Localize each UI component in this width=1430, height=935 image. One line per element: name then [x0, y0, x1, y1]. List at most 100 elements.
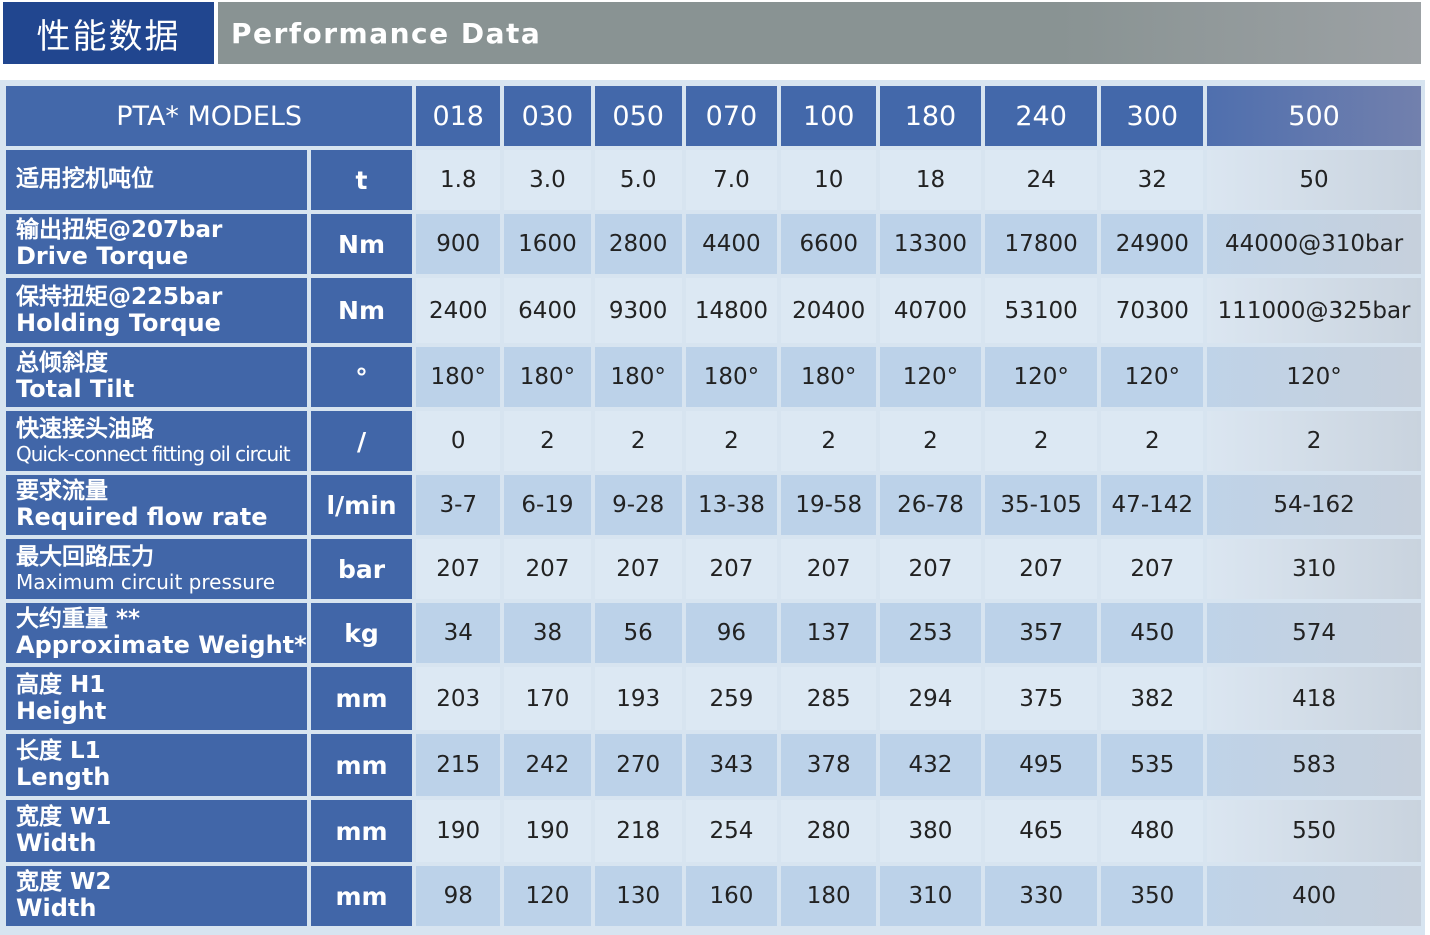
- value-cell: 215: [416, 734, 501, 796]
- value-cell: 310: [880, 866, 981, 926]
- value-cell: 2: [781, 411, 877, 471]
- row-label-cn: 宽度 W2: [16, 869, 112, 896]
- model-header-030: 030: [504, 86, 591, 146]
- value-cell: 2: [1207, 411, 1421, 471]
- row-label: 输出扭矩@207bar Drive Torque: [6, 214, 307, 274]
- row-label-cn: 要求流量: [16, 478, 108, 505]
- value-cell: 180: [781, 866, 877, 926]
- value-cell: 343: [685, 734, 778, 796]
- value-cell: 2: [685, 411, 778, 471]
- table-row: 保持扭矩@225bar Holding Torque Nm 2400 6400 9300 1…: [6, 278, 1421, 343]
- value-cell: 180°: [685, 347, 778, 407]
- value-cell: 180°: [504, 347, 591, 407]
- performance-table-container: PTA* MODELS 018 030 050 070 100 180 240 300 500 …: [0, 80, 1425, 935]
- value-cell: 13-38: [685, 475, 778, 535]
- value-cell: 6400: [504, 278, 591, 343]
- value-cell: 35-105: [984, 475, 1098, 535]
- value-cell: 2: [1101, 411, 1204, 471]
- value-cell: 120°: [984, 347, 1098, 407]
- value-cell: 207: [1101, 539, 1204, 599]
- row-unit: mm: [310, 734, 413, 796]
- value-cell: 54-162: [1207, 475, 1421, 535]
- value-cell: 32: [1101, 150, 1204, 210]
- row-label: 要求流量 Required flow rate: [6, 475, 307, 535]
- row-unit: Nm: [310, 278, 413, 343]
- value-cell: 10: [781, 150, 877, 210]
- row-unit: bar: [310, 539, 413, 599]
- row-label: 总倾斜度 Total Tilt: [6, 347, 307, 407]
- value-cell: 357: [984, 603, 1098, 663]
- row-label-cn: 最大回路压力: [16, 544, 154, 571]
- value-cell: 535: [1101, 734, 1204, 796]
- value-cell: 259: [685, 667, 778, 730]
- value-cell: 1600: [504, 214, 591, 274]
- value-cell: 380: [880, 800, 981, 862]
- value-cell: 17800: [984, 214, 1098, 274]
- value-cell: 218: [594, 800, 682, 862]
- value-cell: 6600: [781, 214, 877, 274]
- value-cell: 13300: [880, 214, 981, 274]
- table-row: 大约重量 ** Approximate Weight* kg 34 38 56 96 137 2…: [6, 603, 1421, 663]
- value-cell: 400: [1207, 866, 1421, 926]
- row-unit: /: [310, 411, 413, 471]
- row-label-en: Approximate Weight*: [16, 631, 307, 660]
- model-header-018: 018: [416, 86, 501, 146]
- row-label: 保持扭矩@225bar Holding Torque: [6, 278, 307, 343]
- value-cell: 1.8: [416, 150, 501, 210]
- value-cell: 120: [504, 866, 591, 926]
- model-header-240: 240: [984, 86, 1098, 146]
- value-cell: 2: [880, 411, 981, 471]
- value-cell: 350: [1101, 866, 1204, 926]
- value-cell: 207: [416, 539, 501, 599]
- row-unit: mm: [310, 800, 413, 862]
- value-cell: 96: [685, 603, 778, 663]
- row-label-cn: 保持扭矩@225bar: [16, 283, 223, 310]
- value-cell: 18: [880, 150, 981, 210]
- row-label-cn: 总倾斜度: [16, 350, 108, 377]
- value-cell: 24900: [1101, 214, 1204, 274]
- value-cell: 120°: [1207, 347, 1421, 407]
- value-cell: 2: [594, 411, 682, 471]
- performance-table: PTA* MODELS 018 030 050 070 100 180 240 300 500 …: [2, 82, 1425, 930]
- value-cell: 47-142: [1101, 475, 1204, 535]
- value-cell: 24: [984, 150, 1098, 210]
- value-cell: 0: [416, 411, 501, 471]
- value-cell: 70300: [1101, 278, 1204, 343]
- value-cell: 2800: [594, 214, 682, 274]
- value-cell: 4400: [685, 214, 778, 274]
- table-row: 总倾斜度 Total Tilt ° 180° 180° 180° 180° 180° 120° 1…: [6, 347, 1421, 407]
- value-cell: 253: [880, 603, 981, 663]
- row-label-en: Length: [16, 763, 111, 792]
- value-cell: 550: [1207, 800, 1421, 862]
- value-cell: 418: [1207, 667, 1421, 730]
- value-cell: 14800: [685, 278, 778, 343]
- value-cell: 19-58: [781, 475, 877, 535]
- value-cell: 254: [685, 800, 778, 862]
- value-cell: 280: [781, 800, 877, 862]
- table-row: 宽度 W2 Width mm 98 120 130 160 180 310 330 350 400: [6, 866, 1421, 926]
- table-row: 要求流量 Required flow rate l/min 3-7 6-19 9-28 13…: [6, 475, 1421, 535]
- row-label-en: Width: [16, 829, 97, 858]
- row-label-cn: 适用挖机吨位: [16, 166, 154, 193]
- value-cell: 3.0: [504, 150, 591, 210]
- table-row: 高度 H1 Height mm 203 170 193 259 285 294 375 382 418: [6, 667, 1421, 730]
- header-row: PTA* MODELS 018 030 050 070 100 180 240 300 500: [6, 86, 1421, 146]
- row-label: 快速接头油路 Quick-connect fitting oil circuit: [6, 411, 307, 471]
- value-cell: 382: [1101, 667, 1204, 730]
- value-cell: 120°: [1101, 347, 1204, 407]
- value-cell: 207: [984, 539, 1098, 599]
- value-cell: 583: [1207, 734, 1421, 796]
- row-unit: l/min: [310, 475, 413, 535]
- row-label-en: Width: [16, 894, 97, 923]
- value-cell: 294: [880, 667, 981, 730]
- value-cell: 180°: [594, 347, 682, 407]
- model-header-050: 050: [594, 86, 682, 146]
- value-cell: 432: [880, 734, 981, 796]
- value-cell: 9-28: [594, 475, 682, 535]
- row-label-cn: 长度 L1: [16, 738, 101, 765]
- model-header-100: 100: [781, 86, 877, 146]
- value-cell: 207: [781, 539, 877, 599]
- value-cell: 465: [984, 800, 1098, 862]
- value-cell: 450: [1101, 603, 1204, 663]
- value-cell: 3-7: [416, 475, 501, 535]
